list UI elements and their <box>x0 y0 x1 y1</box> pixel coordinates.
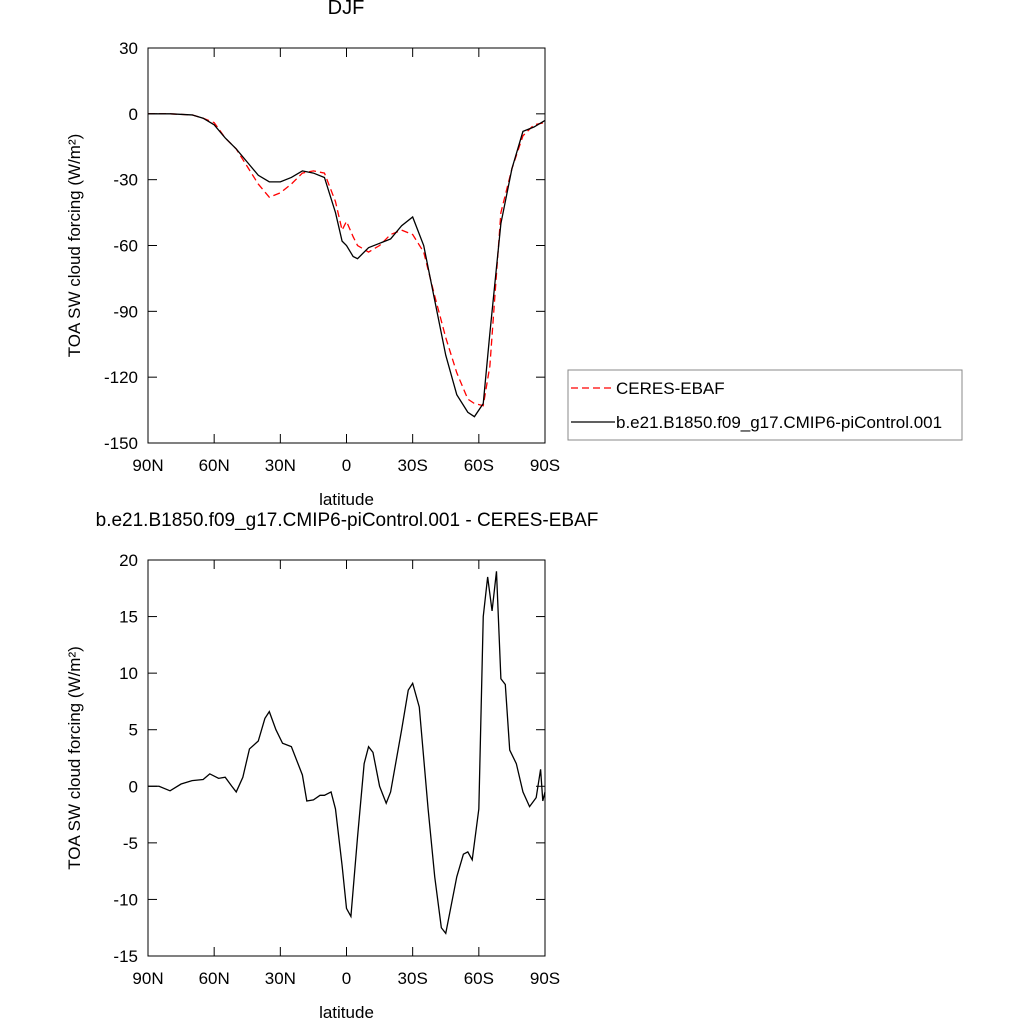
y-tick-label: 15 <box>119 608 138 627</box>
y-tick-label: -150 <box>104 434 138 453</box>
x-tick-label: 90N <box>132 969 163 988</box>
x-tick-label: 60S <box>464 456 494 475</box>
x-tick-label: 90N <box>132 456 163 475</box>
legend-box <box>567 369 963 441</box>
y-tick-label: -5 <box>123 834 138 853</box>
y-tick-label: 10 <box>119 664 138 683</box>
x-tick-label: 60N <box>199 969 230 988</box>
legend-label: b.e21.B1850.f09_g17.CMIP6-piControl.001 <box>616 413 942 432</box>
x-tick-label: 30N <box>265 456 296 475</box>
x-tick-label: 60S <box>464 969 494 988</box>
y-tick-label: -30 <box>113 171 138 190</box>
y-tick-label: -60 <box>113 237 138 256</box>
x-axis-label: latitude <box>319 490 374 509</box>
data-line <box>148 571 546 935</box>
x-tick-label: 30S <box>398 456 428 475</box>
y-tick-label: 20 <box>119 551 138 570</box>
y-tick-label: -10 <box>113 890 138 909</box>
y-tick-label: -90 <box>113 302 138 321</box>
x-tick-label: 90S <box>530 969 560 988</box>
y-tick-label: -120 <box>104 368 138 387</box>
data-line <box>148 113 546 407</box>
y-tick-label: 0 <box>129 105 138 124</box>
x-tick-label: 0 <box>342 456 351 475</box>
plot-frame <box>147 559 546 957</box>
chart-title: DJF <box>328 0 365 19</box>
x-tick-label: 30S <box>398 969 428 988</box>
x-tick-label: 0 <box>342 969 351 988</box>
x-tick-label: 90S <box>530 456 560 475</box>
y-tick-label: 30 <box>119 39 138 58</box>
chart-title: b.e21.B1850.f09_g17.CMIP6-piControl.001 … <box>96 510 599 531</box>
x-tick-label: 30N <box>265 969 296 988</box>
y-tick-label: 5 <box>129 721 138 740</box>
y-axis-label: TOA SW cloud forcing (W/m²) <box>65 646 84 870</box>
x-axis-label: latitude <box>319 1003 374 1022</box>
y-tick-label: 0 <box>129 777 138 796</box>
x-tick-label: 60N <box>199 456 230 475</box>
y-axis-label: TOA SW cloud forcing (W/m²) <box>65 134 84 358</box>
legend-label: CERES-EBAF <box>616 379 725 398</box>
data-line <box>148 113 546 418</box>
y-tick-label: -15 <box>113 947 138 966</box>
